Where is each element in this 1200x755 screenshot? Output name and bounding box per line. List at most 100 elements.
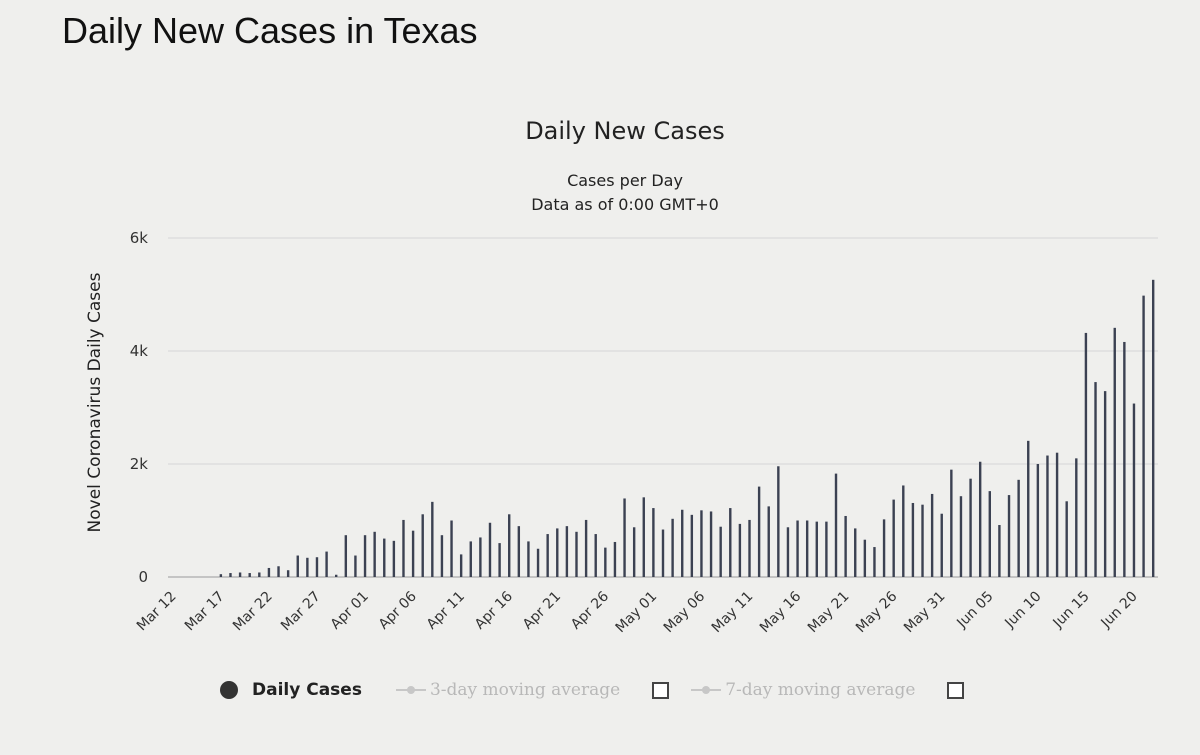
bar-day-94 (1065, 501, 1068, 577)
bar-day-102 (1142, 295, 1145, 577)
line-marker-icon (395, 686, 426, 694)
x-tick-label: Apr 01 (328, 589, 372, 633)
bar-day-84 (969, 478, 972, 577)
bar-day-34 (488, 522, 492, 577)
bar-day-14 (296, 555, 299, 577)
bar-day-8 (238, 572, 242, 577)
bar-day-65 (786, 527, 790, 577)
legend-label: Daily Cases (252, 680, 362, 700)
bar-day-70 (834, 473, 838, 577)
bar-day-91 (1036, 464, 1040, 577)
bar-day-103 (1151, 279, 1155, 577)
bar-day-36 (508, 514, 511, 577)
bar-day-22 (373, 531, 376, 577)
legend-7-day-moving-average[interactable]: 7-day moving average (691, 680, 915, 700)
bar-day-51 (652, 508, 655, 577)
x-tick-label: Jun 20 (1098, 589, 1141, 632)
y-axis-title: Novel Coronavirus Daily Cases (85, 272, 105, 532)
bar-day-41 (556, 528, 559, 577)
bar-day-43 (575, 531, 578, 577)
bar-day-25 (402, 519, 405, 577)
bar-day-57 (709, 511, 713, 577)
bar-day-81 (940, 513, 943, 577)
x-tick-label: Mar 27 (278, 589, 324, 635)
x-tick-label: Apr 16 (472, 588, 516, 632)
x-tick-label: May 11 (709, 589, 757, 637)
bar-day-83 (959, 496, 963, 577)
bar-day-46 (604, 547, 607, 577)
x-tick-label: Mar 12 (134, 589, 180, 635)
x-tick-label: May 26 (853, 588, 901, 636)
bar-day-76 (892, 499, 895, 577)
bar-day-18 (335, 574, 338, 577)
bar-day-62 (757, 486, 761, 577)
bar-day-97 (1094, 382, 1097, 577)
x-tick-label: Jun 05 (953, 589, 996, 632)
y-tick-label: 6k (130, 229, 149, 247)
bar-day-74 (873, 547, 876, 577)
bar-day-60 (738, 523, 742, 577)
bar-day-78 (911, 502, 915, 577)
bar-day-23 (383, 538, 386, 577)
bar-day-68 (815, 521, 818, 577)
bar-day-48 (623, 498, 626, 577)
bar-day-31 (459, 554, 463, 577)
bar-day-58 (719, 526, 722, 577)
x-tick-label: May 16 (757, 588, 805, 636)
bar-day-66 (796, 520, 799, 577)
bar-day-29 (440, 535, 444, 577)
x-tick-label: Apr 11 (424, 589, 468, 633)
bar-day-45 (594, 534, 597, 577)
bar-day-93 (1055, 452, 1059, 577)
x-tick-label: Jun 10 (1001, 589, 1044, 632)
bar-day-17 (325, 551, 328, 577)
bar-day-49 (632, 527, 636, 577)
bar-day-63 (767, 506, 770, 577)
bar-day-75 (882, 519, 886, 577)
legend-3-day-moving-average[interactable]: 3-day moving average (395, 680, 620, 700)
circle-icon (220, 681, 238, 699)
x-tick-label: May 21 (805, 589, 853, 637)
x-tick-label: Jun 15 (1050, 589, 1093, 632)
bar-day-73 (863, 539, 867, 577)
bar-day-12 (277, 566, 280, 577)
bar-day-86 (988, 491, 991, 577)
bar-day-28 (431, 501, 434, 577)
7-day-average-checkbox[interactable] (947, 681, 965, 699)
bar-day-100 (1123, 341, 1126, 577)
daily-cases-bar-chart: 0 2k 4k 6k Novel Coronavirus Daily Cases Mar … (85, 229, 1158, 637)
bar-day-79 (921, 504, 924, 577)
y-tick-label: 4k (130, 342, 149, 360)
bar-day-64 (777, 466, 780, 577)
chart-data-date-note: Data as of 0:00 GMT+0 (531, 195, 719, 214)
bar-day-61 (748, 519, 751, 577)
bar-day-101 (1132, 403, 1136, 577)
bar-day-56 (700, 510, 703, 577)
bar-day-30 (450, 520, 453, 577)
bar-day-80 (930, 493, 934, 577)
bar-day-21 (363, 535, 367, 577)
bar-day-82 (950, 469, 953, 577)
bar-day-88 (1007, 495, 1011, 577)
bar-day-24 (392, 540, 396, 577)
x-tick-label: May 01 (613, 589, 661, 637)
bar-day-96 (1084, 332, 1088, 577)
bar-day-77 (902, 485, 905, 577)
x-tick-label: Apr 06 (376, 588, 420, 632)
bar-day-89 (1017, 479, 1020, 577)
bar-day-35 (498, 543, 501, 577)
bar-day-39 (536, 548, 540, 577)
bar-day-52 (661, 529, 665, 577)
x-tick-label: Mar 17 (182, 589, 228, 635)
bar-day-92 (1046, 455, 1049, 577)
chart-subtitle: Cases per Day (567, 171, 683, 190)
bar-day-11 (267, 567, 271, 577)
bar-day-47 (613, 541, 617, 577)
y-tick-label: 2k (130, 455, 149, 473)
bar-day-95 (1075, 458, 1078, 577)
legend-daily-cases[interactable]: Daily Cases (220, 680, 362, 700)
bar-day-69 (825, 521, 828, 577)
3-day-average-checkbox[interactable] (652, 681, 670, 699)
x-tick-label: Mar 22 (230, 589, 276, 635)
bar-day-50 (642, 497, 645, 577)
